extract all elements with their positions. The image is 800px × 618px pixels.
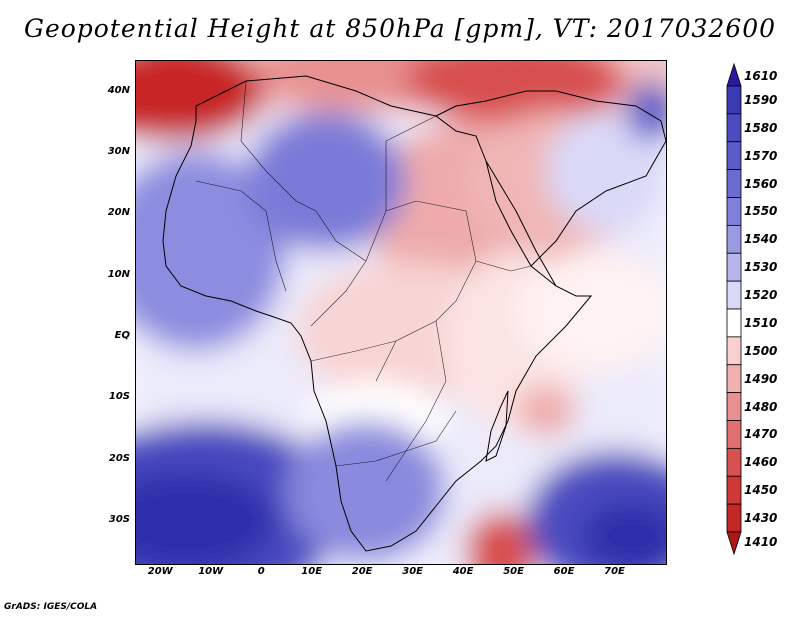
colorbar-label: 1580 bbox=[744, 120, 778, 135]
lon-tick-label: 30E bbox=[402, 566, 423, 577]
colorbar-segment bbox=[726, 169, 742, 198]
colorbar-label: 1430 bbox=[744, 511, 778, 526]
map-canvas bbox=[136, 61, 666, 564]
colorbar-segment bbox=[726, 475, 742, 505]
colorbar-segment bbox=[726, 252, 742, 282]
grads-credit: GrADS: IGES/COLA bbox=[4, 602, 98, 612]
colorbar-segment bbox=[726, 336, 742, 366]
colorbar-segment bbox=[726, 113, 742, 143]
colorbar-segment bbox=[726, 392, 742, 421]
colorbar-label: 1410 bbox=[744, 534, 778, 549]
lat-tick-label: EQ bbox=[114, 330, 130, 342]
lon-tick-label: 60E bbox=[553, 566, 575, 577]
colorbar-label: 1490 bbox=[744, 371, 778, 386]
colorbar-label: 1570 bbox=[744, 148, 778, 163]
colorbar-segment bbox=[726, 141, 742, 171]
colorbar-label: 1610 bbox=[744, 69, 778, 84]
coastlines bbox=[162, 75, 666, 552]
colorbar bbox=[726, 62, 742, 556]
colorbar-label: 1510 bbox=[744, 315, 778, 330]
colorbar-segment bbox=[726, 197, 742, 226]
colorbar-segment bbox=[726, 447, 742, 477]
lon-tick-label: 10W bbox=[198, 566, 224, 577]
lon-tick-label: 50E bbox=[503, 566, 524, 577]
lat-tick-label: 40N bbox=[107, 84, 130, 96]
lat-tick-label: 10S bbox=[108, 391, 130, 403]
map-title: Geopotential Height at 850hPa [gpm], VT:… bbox=[23, 14, 777, 43]
colorbar-label: 1520 bbox=[744, 288, 778, 303]
geopotential-field bbox=[136, 61, 666, 564]
colorbar-label: 1480 bbox=[744, 399, 778, 414]
colorbar-segment bbox=[726, 503, 742, 533]
colorbar-label: 1540 bbox=[744, 232, 778, 247]
colorbar-label: 1550 bbox=[744, 204, 778, 219]
colorbar-label: 1590 bbox=[744, 92, 778, 107]
lat-tick-label: 10N bbox=[107, 268, 130, 280]
colorbar-segment bbox=[726, 364, 742, 394]
colorbar-segment bbox=[726, 308, 742, 338]
colorbar-segment bbox=[726, 420, 742, 449]
colorbar-top-arrow bbox=[726, 62, 742, 87]
lat-tick-label: 30N bbox=[107, 146, 130, 157]
lon-tick-label: 20E bbox=[351, 566, 373, 577]
colorbar-bottom-arrow bbox=[726, 531, 742, 556]
lat-tick-label: 30S bbox=[108, 514, 130, 526]
lon-tick-label: 40E bbox=[452, 566, 474, 577]
colorbar-label: 1560 bbox=[744, 176, 778, 191]
geopotential-height-map[interactable] bbox=[135, 60, 667, 565]
colorbar-segment bbox=[726, 85, 742, 115]
colorbar-segment bbox=[726, 280, 742, 310]
colorbar-label: 1470 bbox=[744, 427, 778, 442]
country-borders bbox=[195, 80, 532, 482]
lat-tick-label: 20S bbox=[108, 452, 130, 464]
colorbar-label: 1460 bbox=[744, 455, 778, 470]
lon-tick-label: 20W bbox=[147, 566, 173, 577]
colorbar-label: 1530 bbox=[744, 260, 778, 275]
lon-tick-label: 70E bbox=[604, 566, 625, 577]
lon-tick-label: 10E bbox=[301, 566, 323, 577]
colorbar-segment bbox=[726, 224, 742, 254]
lat-tick-label: 20N bbox=[107, 207, 130, 219]
colorbar-label: 1500 bbox=[744, 343, 778, 358]
lon-tick-label: 0 bbox=[257, 566, 265, 577]
colorbar-label: 1450 bbox=[744, 483, 778, 498]
